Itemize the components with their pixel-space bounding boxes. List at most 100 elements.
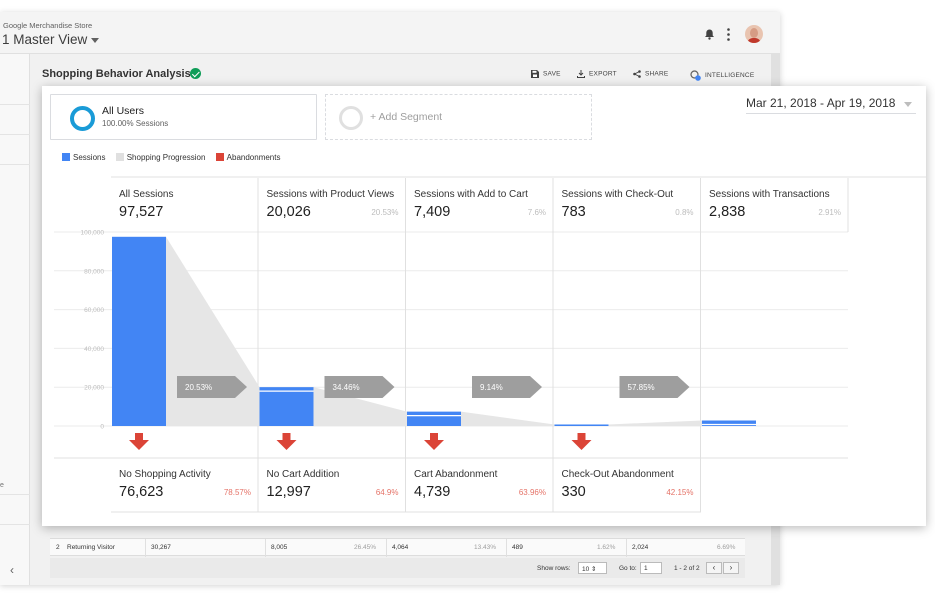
stage-label: Sessions with Check-Out — [561, 189, 674, 200]
stage-value: 2,838 — [709, 204, 746, 220]
y-tick-label: 0 — [100, 424, 104, 431]
progression-arrow — [619, 376, 690, 398]
session-bar — [259, 387, 314, 426]
share-button[interactable]: SHARE — [633, 70, 668, 78]
abandonment-pct: 63.96% — [518, 488, 546, 497]
abandonment-label: No Cart Addition — [266, 469, 340, 480]
stage-value: 20,026 — [266, 204, 311, 220]
legend-item-progression: Shopping Progression — [115, 153, 205, 162]
abandonment-cell[interactable]: Cart Abandonment 4,739 63.96% — [406, 469, 552, 513]
top-bar: Google Merchandise Store 1 Master View — [0, 12, 780, 54]
y-tick-label: 40,000 — [84, 346, 104, 353]
save-icon — [531, 70, 539, 78]
abandonment-value: 4,739 — [414, 484, 451, 500]
row-cell-pct: 1.62% — [597, 544, 616, 551]
funnel-chart: 100,000 80,000 60,000 40,000 20,000 0 20.53% 34… — [54, 176, 926, 513]
store-name: Google Merchandise Store — [3, 21, 93, 30]
legend-item-sessions: Sessions — [62, 153, 105, 162]
legend-item-abandonments: Abandonments — [215, 153, 280, 162]
stage-label: Sessions with Transactions — [709, 189, 830, 200]
row-index: 2 — [56, 544, 60, 551]
row-cell: 2,024 — [632, 544, 649, 551]
more-vert-icon[interactable] — [727, 28, 730, 41]
page-range: 1 - 2 of 2 — [674, 565, 700, 572]
y-tick-label: 60,000 — [84, 307, 104, 314]
funnel-card: All Users 100.00% Sessions + Add Segment… — [42, 86, 926, 526]
abandonment-label: Check-Out Abandonment — [561, 469, 674, 480]
nav-label-fragment: e — [0, 482, 4, 489]
row-cell-pct: 6.69% — [717, 544, 736, 551]
segment-all-users[interactable]: All Users 100.00% Sessions — [50, 94, 317, 140]
abandon-arrow-icon — [571, 433, 592, 450]
goto-label: Go to: — [619, 565, 637, 572]
stage-pct: 0.8% — [675, 208, 694, 217]
abandonment-pct: 64.9% — [375, 488, 399, 497]
save-button[interactable]: SAVE — [531, 70, 561, 78]
session-bar — [702, 420, 756, 426]
page-title: Shopping Behavior Analysis — [42, 68, 191, 80]
stage-header[interactable]: Sessions with Product Views 20,026 20.53% — [259, 189, 405, 233]
y-tick-label: 20,000 — [84, 385, 104, 392]
row-cell: 30,267 — [151, 544, 171, 551]
date-caret-icon — [904, 102, 912, 107]
date-range-label: Mar 21, 2018 - Apr 19, 2018 — [746, 96, 896, 110]
abandonment-cell[interactable]: Check-Out Abandonment 330 42.15% — [554, 469, 700, 513]
report-title-bar: Shopping Behavior Analysis SAVE EXPORT S… — [30, 54, 771, 92]
chart-legend: Sessions Shopping Progression Abandonmen… — [62, 153, 288, 162]
bell-icon[interactable] — [704, 29, 715, 40]
date-range-picker[interactable]: Mar 21, 2018 - Apr 19, 2018 — [746, 96, 916, 114]
collapse-nav-icon[interactable]: ‹ — [10, 563, 14, 577]
left-nav: e ‹ — [0, 54, 30, 585]
segment-detail: 100.00% Sessions — [102, 119, 169, 128]
stage-header[interactable]: All Sessions 97,527 — [111, 189, 257, 233]
prev-page-button[interactable]: ‹ — [706, 562, 722, 574]
stage-label: All Sessions — [119, 189, 174, 200]
add-segment-ring-icon — [339, 106, 363, 130]
stage-header[interactable]: Sessions with Add to Cart 7,409 7.6% — [406, 189, 552, 233]
stage-value: 783 — [561, 204, 586, 220]
row-cell: 489 — [512, 544, 523, 551]
segment-name: All Users — [102, 105, 145, 117]
stage-header[interactable]: Sessions with Check-Out 783 0.8% — [554, 189, 700, 233]
stage-header[interactable]: Sessions with Transactions 2,838 2.91% — [701, 189, 847, 233]
abandonment-label: No Shopping Activity — [119, 469, 211, 480]
abandonment-cell[interactable]: No Shopping Activity 76,623 78.57% — [111, 469, 257, 513]
table-row[interactable]: 2 Returning Visitor 30,267 8,005 26.45% … — [50, 538, 745, 557]
share-icon — [633, 70, 641, 78]
abandon-arrow-icon — [276, 433, 297, 450]
next-page-button[interactable]: › — [723, 562, 739, 574]
goto-input[interactable]: 1 — [640, 562, 662, 574]
show-rows-label: Show rows: — [537, 565, 571, 572]
view-selector[interactable]: 1 Master View — [2, 32, 100, 47]
session-bar — [407, 411, 461, 426]
progression-area — [608, 420, 702, 426]
row-cell-pct: 13.43% — [474, 544, 497, 551]
abandonment-value: 76,623 — [119, 484, 164, 500]
intelligence-icon — [690, 70, 701, 81]
abandonment-label: Cart Abandonment — [414, 469, 498, 480]
add-segment-button[interactable]: + Add Segment — [325, 94, 592, 140]
progression-arrow — [177, 376, 247, 398]
abandonment-value: 330 — [561, 484, 586, 500]
show-rows-select[interactable]: 10 ⇕ — [578, 562, 607, 574]
stage-label: Sessions with Product Views — [266, 189, 395, 200]
progression-area — [461, 411, 555, 426]
intelligence-button[interactable]: INTELLIGENCE — [690, 70, 754, 81]
stage-value: 97,527 — [119, 204, 164, 220]
progression-label: 9.14% — [480, 383, 503, 392]
abandonment-cell[interactable]: No Cart Addition 12,997 64.9% — [259, 469, 405, 513]
add-segment-label: + Add Segment — [370, 111, 443, 123]
table-pager: Show rows: 10 ⇕ Go to: 1 1 - 2 of 2 ‹ › — [50, 558, 745, 578]
stage-value: 7,409 — [414, 204, 451, 220]
y-tick-label: 80,000 — [84, 268, 104, 275]
row-name: Returning Visitor — [67, 544, 115, 551]
stage-pct: 20.53% — [371, 208, 399, 217]
progression-arrow — [324, 376, 395, 398]
caret-down-icon — [91, 37, 100, 43]
abandonment-pct: 42.15% — [666, 488, 694, 497]
download-icon — [577, 70, 585, 78]
export-button[interactable]: EXPORT — [577, 70, 617, 78]
stage-pct: 2.91% — [818, 208, 841, 217]
abandonment-value: 12,997 — [266, 484, 311, 500]
avatar[interactable] — [745, 25, 763, 43]
